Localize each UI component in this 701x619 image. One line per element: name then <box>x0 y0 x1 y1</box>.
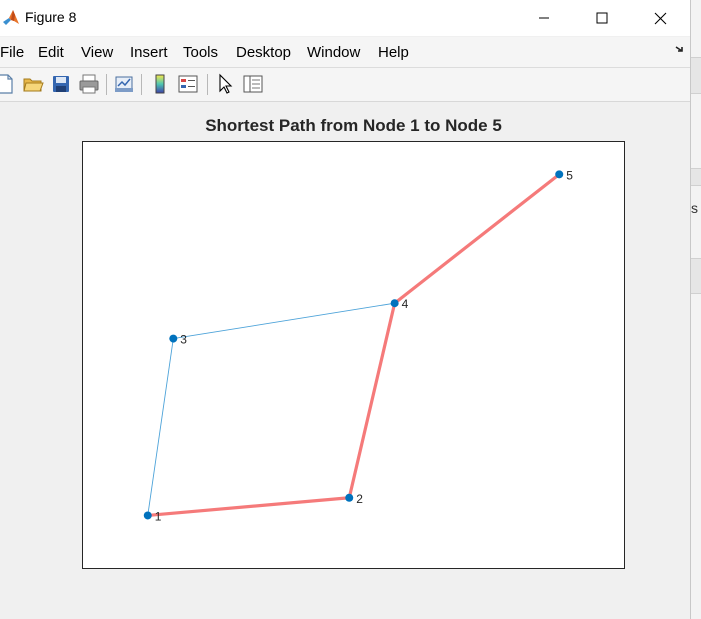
menu-help[interactable]: Help <box>378 44 409 61</box>
menu-insert[interactable]: Insert <box>130 44 168 61</box>
title-bar: Figure 8 <box>0 0 690 36</box>
background-panel <box>691 57 701 94</box>
menu-edit[interactable]: Edit <box>38 44 64 61</box>
node-3 <box>169 334 178 343</box>
maximize-icon <box>596 12 608 24</box>
menu-window[interactable]: Window <box>307 44 361 61</box>
background-window-strip: s <box>691 0 701 619</box>
pointer-icon[interactable] <box>214 73 236 95</box>
close-button[interactable] <box>637 0 683 36</box>
edge-1-3 <box>147 338 174 516</box>
node-label-1: 1 <box>155 509 162 523</box>
menu-tools[interactable]: Tools <box>183 44 219 61</box>
toolbar-separator <box>141 74 142 95</box>
menu-bar: File Edit View Insert Tools Desktop Wind… <box>0 37 690 67</box>
node-4 <box>390 299 399 308</box>
property-inspector-icon[interactable] <box>242 73 264 95</box>
node-1 <box>143 511 152 520</box>
node-5 <box>555 170 564 179</box>
menu-file[interactable]: File <box>0 44 25 61</box>
close-icon <box>654 12 666 24</box>
minimize-icon <box>539 17 549 19</box>
node-label-4: 4 <box>402 297 409 311</box>
background-panel <box>691 258 701 294</box>
matlab-logo-icon <box>3 10 19 25</box>
edge-4-5 <box>393 173 561 305</box>
figure-toolbar <box>0 67 690 102</box>
menu-desktop[interactable]: Desktop <box>236 44 292 61</box>
open-file-icon[interactable] <box>22 73 44 95</box>
background-panel <box>691 168 701 186</box>
minimize-button[interactable] <box>521 0 567 36</box>
edge-2-4 <box>347 302 397 499</box>
menu-view[interactable]: View <box>81 44 114 61</box>
node-label-3: 3 <box>180 333 187 347</box>
link-plot-icon[interactable] <box>113 73 135 95</box>
print-icon[interactable] <box>78 73 100 95</box>
toolbar-separator <box>207 74 208 95</box>
dock-arrow-icon[interactable] <box>674 45 686 55</box>
new-figure-icon[interactable] <box>0 73 16 95</box>
toolbar-separator <box>106 74 107 95</box>
legend-icon[interactable] <box>177 73 199 95</box>
plot-title: Shortest Path from Node 1 to Node 5 <box>205 116 502 135</box>
save-icon[interactable] <box>50 73 72 95</box>
node-label-5: 5 <box>566 168 573 182</box>
window-title: Figure 8 <box>25 9 77 25</box>
background-window-text: s <box>691 200 698 216</box>
colorbar-icon[interactable] <box>149 73 171 95</box>
node-label-2: 2 <box>356 492 363 506</box>
node-2 <box>345 493 354 502</box>
edge-1-2 <box>147 496 350 518</box>
axes-box <box>82 141 625 569</box>
edge-3-4 <box>173 302 395 340</box>
maximize-button[interactable] <box>579 0 625 36</box>
